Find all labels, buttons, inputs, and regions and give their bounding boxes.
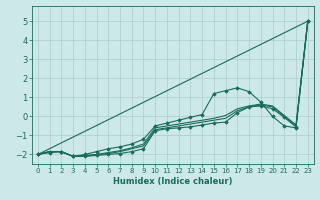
X-axis label: Humidex (Indice chaleur): Humidex (Indice chaleur)	[113, 177, 233, 186]
